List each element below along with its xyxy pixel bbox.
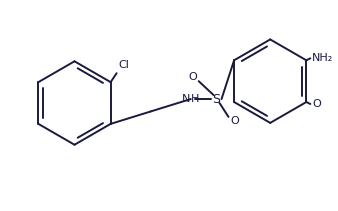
Text: O: O: [188, 72, 197, 82]
Text: O: O: [312, 99, 321, 109]
Text: O: O: [231, 116, 239, 126]
Text: NH₂: NH₂: [312, 53, 334, 63]
Text: N: N: [182, 94, 190, 104]
Text: Cl: Cl: [119, 60, 129, 70]
Text: S: S: [213, 93, 221, 106]
Text: H: H: [191, 94, 199, 104]
